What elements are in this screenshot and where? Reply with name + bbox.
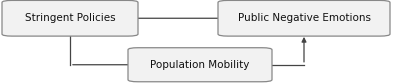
FancyBboxPatch shape (128, 48, 272, 82)
Text: Public Negative Emotions: Public Negative Emotions (238, 13, 370, 23)
FancyBboxPatch shape (218, 0, 390, 36)
Text: Stringent Policies: Stringent Policies (25, 13, 115, 23)
FancyBboxPatch shape (2, 0, 138, 36)
Text: Population Mobility: Population Mobility (150, 60, 250, 70)
